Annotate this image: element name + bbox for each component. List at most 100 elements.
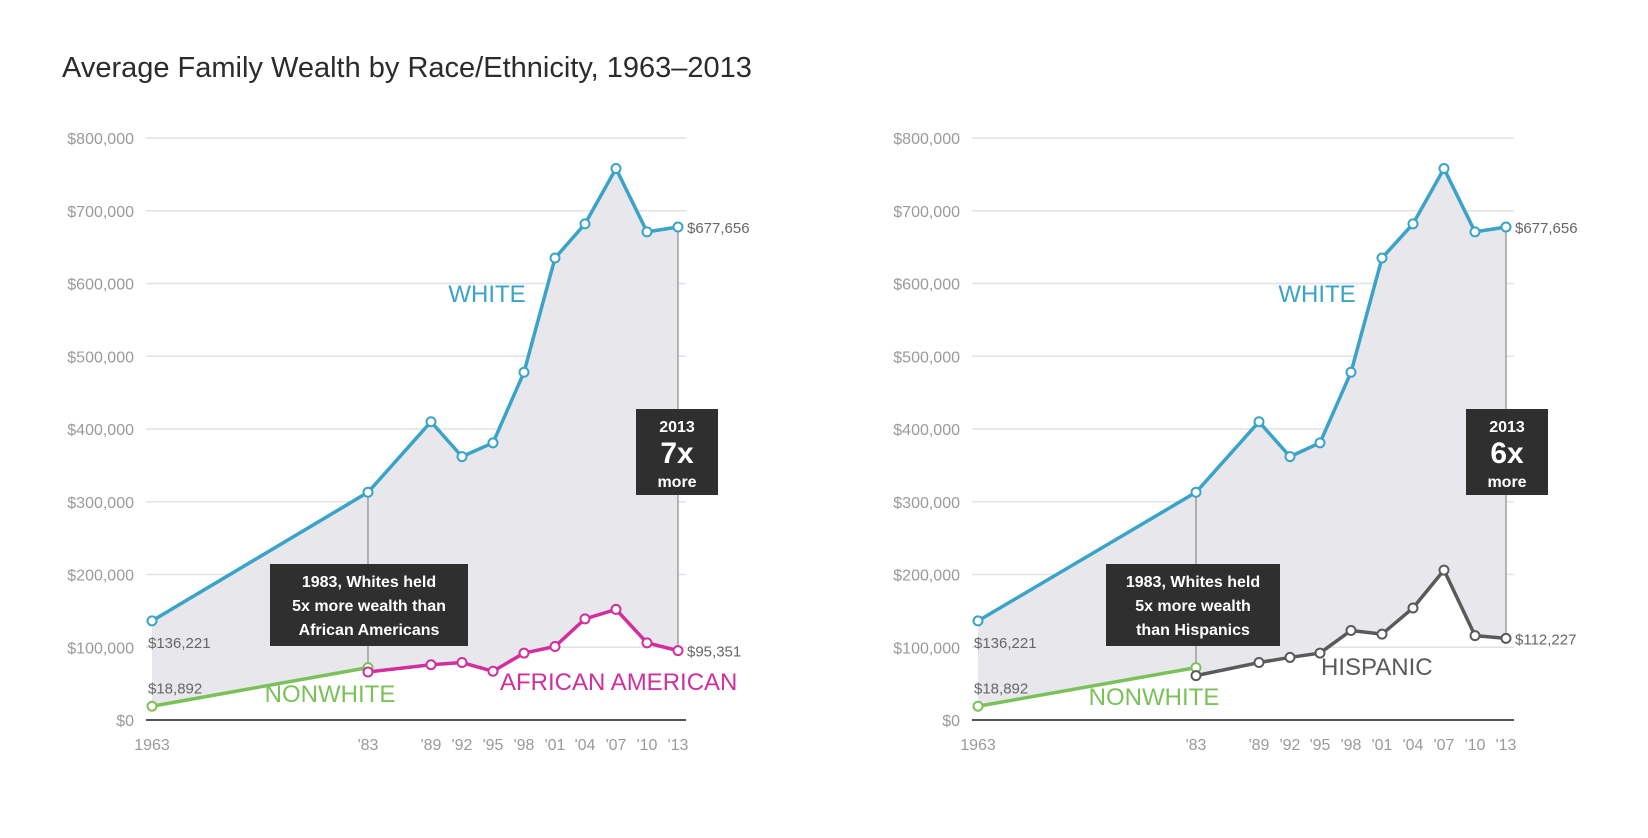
ratio-box-year: 2013 (1489, 419, 1525, 436)
data-point (972, 615, 984, 627)
end-value-white: $677,656 (1515, 220, 1578, 237)
y-tick-label: $100,000 (893, 640, 960, 657)
series-line-nonwhite (977, 665, 1197, 708)
note-box-1983 (270, 564, 468, 646)
y-tick-label: $700,000 (67, 204, 134, 221)
data-point (1407, 218, 1419, 230)
start-value-nonwhite: $18,892 (148, 680, 202, 697)
start-value-white: $136,221 (974, 635, 1037, 652)
series-label-minority: AFRICAN AMERICAN (500, 669, 737, 696)
x-tick-label: '89 (421, 737, 442, 754)
x-tick-label: 1963 (134, 737, 170, 754)
y-tick-label: $600,000 (67, 277, 134, 294)
x-tick-label: '04 (1403, 737, 1424, 754)
data-point (1469, 226, 1481, 238)
data-point (549, 641, 561, 653)
note-box-line: African Americans (299, 622, 440, 639)
x-tick-label: '95 (483, 737, 504, 754)
data-point (1345, 625, 1357, 637)
y-tick-label: $0 (116, 713, 134, 730)
note-box-line: 5x more wealth than (292, 598, 446, 615)
data-point (1314, 437, 1326, 449)
data-point (487, 437, 499, 449)
note-box-line: 1983, Whites held (302, 574, 436, 591)
y-tick-label: $300,000 (893, 495, 960, 512)
data-point (672, 645, 684, 657)
data-point (1190, 486, 1202, 498)
x-tick-label: '01 (1372, 737, 1393, 754)
data-point (1190, 670, 1202, 682)
data-point (1500, 221, 1512, 233)
data-point (579, 613, 591, 625)
data-point (425, 416, 437, 428)
data-point (972, 700, 984, 712)
data-point (672, 221, 684, 233)
series-line-hispanic (1195, 568, 1507, 678)
data-point (1345, 366, 1357, 378)
ratio-box-year: 2013 (659, 419, 695, 436)
x-tick-label: '13 (1496, 737, 1517, 754)
x-tick-label: '10 (1465, 737, 1486, 754)
series-label-nonwhite: NONWHITE (265, 681, 396, 708)
y-tick-label: $300,000 (67, 495, 134, 512)
y-tick-label: $200,000 (67, 568, 134, 585)
series-label-white: WHITE (1278, 281, 1355, 308)
data-point (549, 252, 561, 264)
data-point (610, 163, 622, 175)
ratio-box-2013 (636, 409, 718, 495)
data-point (1407, 602, 1419, 614)
x-tick-label: '92 (452, 737, 473, 754)
x-tick-label: '04 (575, 737, 596, 754)
ratio-box-2013 (1466, 409, 1548, 495)
data-point (1376, 252, 1388, 264)
data-point (579, 218, 591, 230)
y-tick-label: $800,000 (67, 131, 134, 148)
data-point (362, 486, 374, 498)
series-line-nonwhite (151, 665, 369, 708)
ratio-box-suffix: more (1487, 474, 1526, 491)
data-point (1469, 630, 1481, 642)
x-tick-label: '10 (637, 737, 658, 754)
x-tick-label: '13 (668, 737, 689, 754)
data-point (518, 647, 530, 659)
data-point (456, 657, 468, 669)
data-point (425, 659, 437, 671)
data-point (1253, 657, 1265, 669)
data-point (362, 666, 374, 678)
data-point (1314, 647, 1326, 659)
y-tick-label: $400,000 (67, 422, 134, 439)
data-point (641, 637, 653, 649)
note-box-line: than Hispanics (1136, 622, 1250, 639)
note-box-1983 (1106, 564, 1280, 646)
data-point (518, 366, 530, 378)
data-point (610, 603, 622, 615)
note-box-line: 1983, Whites held (1126, 574, 1260, 591)
x-tick-label: '83 (358, 737, 379, 754)
y-tick-label: $200,000 (893, 568, 960, 585)
y-tick-label: $0 (942, 713, 960, 730)
y-tick-label: $100,000 (67, 640, 134, 657)
y-tick-label: $800,000 (893, 131, 960, 148)
x-tick-label: 1963 (960, 737, 996, 754)
x-tick-label: '07 (1434, 737, 1455, 754)
x-tick-label: '98 (514, 737, 535, 754)
data-point (456, 451, 468, 463)
end-value-minority: $112,227 (1515, 631, 1576, 648)
series-label-minority: HISPANIC (1321, 654, 1433, 681)
x-tick-label: '89 (1249, 737, 1270, 754)
y-tick-label: $500,000 (67, 349, 134, 366)
data-point (1438, 163, 1450, 175)
start-value-white: $136,221 (148, 635, 211, 652)
y-tick-label: $600,000 (893, 277, 960, 294)
x-tick-label: '83 (1186, 737, 1207, 754)
data-point (1438, 564, 1450, 576)
y-tick-label: $700,000 (893, 204, 960, 221)
x-tick-label: '01 (545, 737, 566, 754)
series-label-nonwhite: NONWHITE (1089, 684, 1220, 711)
end-value-white: $677,656 (687, 220, 750, 237)
x-tick-label: '92 (1280, 737, 1301, 754)
series-line-african-american (367, 607, 679, 674)
ratio-box-value: 7x (660, 437, 694, 470)
data-point (1284, 451, 1296, 463)
